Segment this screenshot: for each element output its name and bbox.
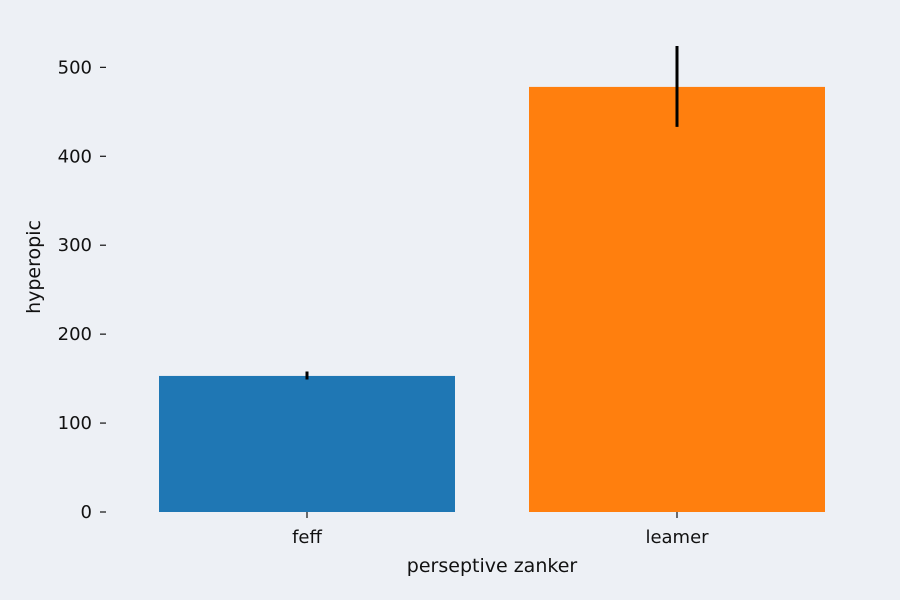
y-tick-label: 100 xyxy=(58,413,92,434)
y-tick-label: 0 xyxy=(81,502,92,523)
y-axis: 0 100 200 300 400 500 hyperopic xyxy=(23,57,106,523)
y-tick-label: 200 xyxy=(58,324,92,345)
x-axis-label: perseptive zanker xyxy=(407,555,578,577)
error-bars-group xyxy=(305,46,679,380)
bar-leamer xyxy=(529,86,825,513)
y-tick-label: 400 xyxy=(58,146,92,167)
y-tick-label: 500 xyxy=(58,57,92,78)
y-tick-group: 0 100 200 300 400 500 xyxy=(58,57,106,523)
bar-feff xyxy=(159,375,455,512)
x-tick-group: feff leamer xyxy=(292,512,709,548)
y-axis-label: hyperopic xyxy=(23,220,45,314)
y-tick-label: 300 xyxy=(58,235,92,256)
bars-group xyxy=(159,86,825,513)
x-tick-label: feff xyxy=(292,527,322,548)
x-tick-label: leamer xyxy=(645,527,709,548)
